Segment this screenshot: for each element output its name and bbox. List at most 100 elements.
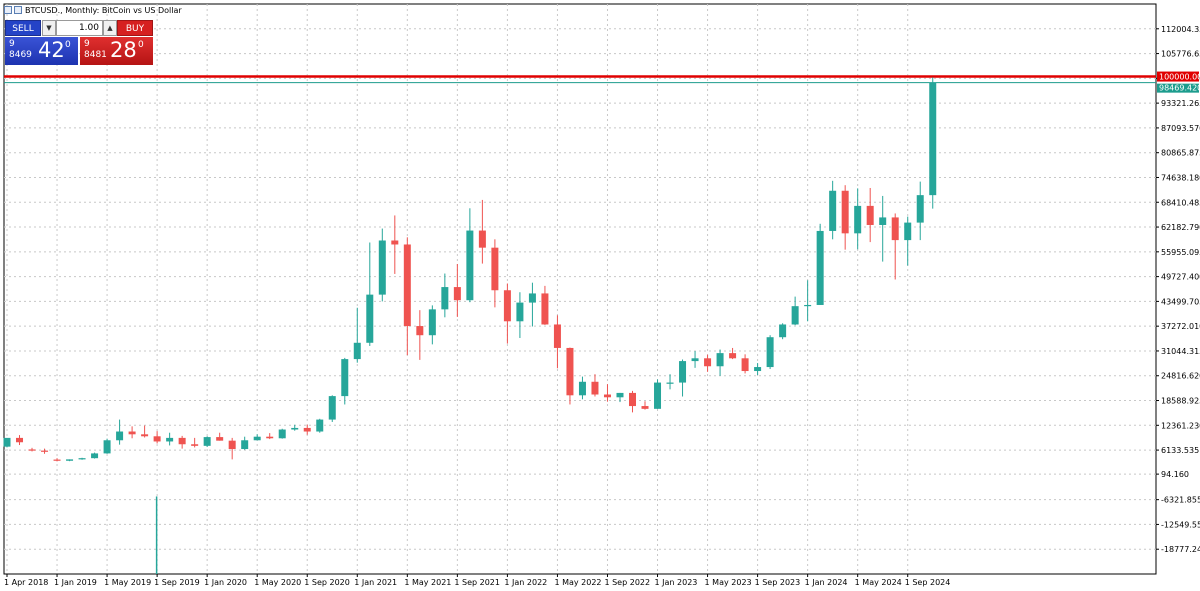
x-tick-label: 1 Sep 2022 [604,578,650,587]
candle-bull [666,382,674,384]
y-tick-label: 94.160 [1161,470,1189,479]
x-tick-label: 1 Sep 2019 [154,578,200,587]
candle-bull [716,353,724,367]
candle-bear [266,436,274,439]
y-tick-label: 24816.620 [1161,372,1200,381]
candle-bull [103,440,111,454]
candle-bear [641,406,649,409]
x-tick-label: 1 Sep 2020 [304,578,350,587]
candle-bull [754,367,762,372]
candle-bear [53,459,61,461]
y-tick-label: 43499.705 [1161,297,1200,306]
candle-bull [66,459,74,461]
buy-price-quote[interactable]: 9 8481 28 0 [80,37,153,65]
candle-bull [879,217,887,225]
candle-bull [804,304,812,307]
x-tick-label: 1 May 2022 [554,578,601,587]
sell-price-prefix: 9 [9,39,15,49]
one-click-trading-panel: SELL ▼ ▲ BUY 9 8469 42 0 9 8481 28 0 [5,20,153,66]
buy-price-small: 8481 [84,50,107,60]
candle-bear [153,436,161,442]
candle-bull [166,437,174,442]
sell-button[interactable]: SELL [5,20,41,36]
x-tick-label: 1 May 2019 [104,578,151,587]
candle-bull [466,230,474,301]
candle-bear [603,394,611,398]
plot-area [3,3,1157,575]
x-tick-label: 1 May 2023 [705,578,752,587]
y-tick-label: 31044.315 [1161,347,1200,356]
candle-bear [191,444,199,446]
lot-size-input[interactable] [56,20,103,36]
sell-price-quote[interactable]: 9 8469 42 0 [5,37,78,65]
candle-bear [729,353,737,359]
y-tick-label: 49727.400 [1161,273,1200,282]
x-tick-label: 1 Jan 2024 [805,578,848,587]
candle-bear [741,358,749,372]
x-tick-label: 1 Jan 2021 [354,578,397,587]
x-tick-label: 1 May 2020 [254,578,301,587]
candle-bull [341,359,349,397]
candle-bull [616,392,624,398]
candle-bull [916,195,924,223]
candle-bull [904,222,912,241]
candle-bull [766,337,774,368]
candle-bear [403,244,411,327]
y-tick-label: 74638.180 [1161,173,1200,182]
candle-bear [866,205,874,225]
candle-bear [491,247,499,291]
sell-price-big: 42 [38,38,65,62]
y-tick-label: 6133.535 [1161,446,1199,455]
y-tick-label: 18588.925 [1161,397,1200,406]
candle-bull [3,437,11,447]
y-tick-label: -18777.245 [1161,545,1200,554]
candle-bear [228,440,236,450]
candle-bull [854,205,862,234]
candle-bear [566,347,574,396]
candle-bear [128,431,136,435]
y-tick-label: 112004.350 [1161,25,1200,34]
sell-price-small: 8469 [9,50,32,60]
candle-bull [779,324,787,338]
sell-price-sup: 0 [65,40,71,50]
candle-bear [28,449,36,451]
candle-bear [629,392,636,407]
level-price-label-bg [1157,71,1199,82]
x-tick-label: 1 May 2024 [855,578,902,587]
y-tick-label: 80865.875 [1161,149,1200,158]
candle-bull [353,342,361,360]
candle-bull [328,396,336,420]
lot-decrease-button[interactable]: ▼ [42,20,56,36]
candle-bear [391,240,399,245]
candle-bear [416,326,424,336]
candle-bull [428,309,436,336]
candle-bear [704,358,712,367]
x-tick-label: 1 Jan 2023 [655,578,698,587]
candle-bear [16,437,24,443]
candle-bear [41,450,49,452]
x-tick-label: 1 Apr 2018 [4,578,48,587]
y-tick-label: -6321.855 [1161,496,1200,505]
candle-bear [503,290,511,322]
level-price-label: 100000.000 [1159,73,1200,82]
lot-increase-button[interactable]: ▲ [103,20,117,36]
y-tick-label: 87093.570 [1161,124,1200,133]
candle-bull [679,361,687,383]
candle-bull [366,294,374,343]
candle-bull [78,458,86,460]
window-icon [14,6,22,14]
candle-bull [203,437,211,446]
buy-button[interactable]: BUY [117,20,153,36]
candle-bull [691,358,699,362]
x-tick-label: 1 Jan 2020 [204,578,247,587]
window-icon [4,6,12,14]
y-tick-label: 12361.230 [1161,421,1200,430]
candle-bull [829,190,837,231]
buy-price-sup: 0 [138,40,144,50]
candle-bull [528,293,536,303]
candle-bear [553,324,561,348]
x-tick-label: 1 Sep 2021 [454,578,500,587]
candle-bull [316,419,324,432]
candle-bull [791,306,799,325]
